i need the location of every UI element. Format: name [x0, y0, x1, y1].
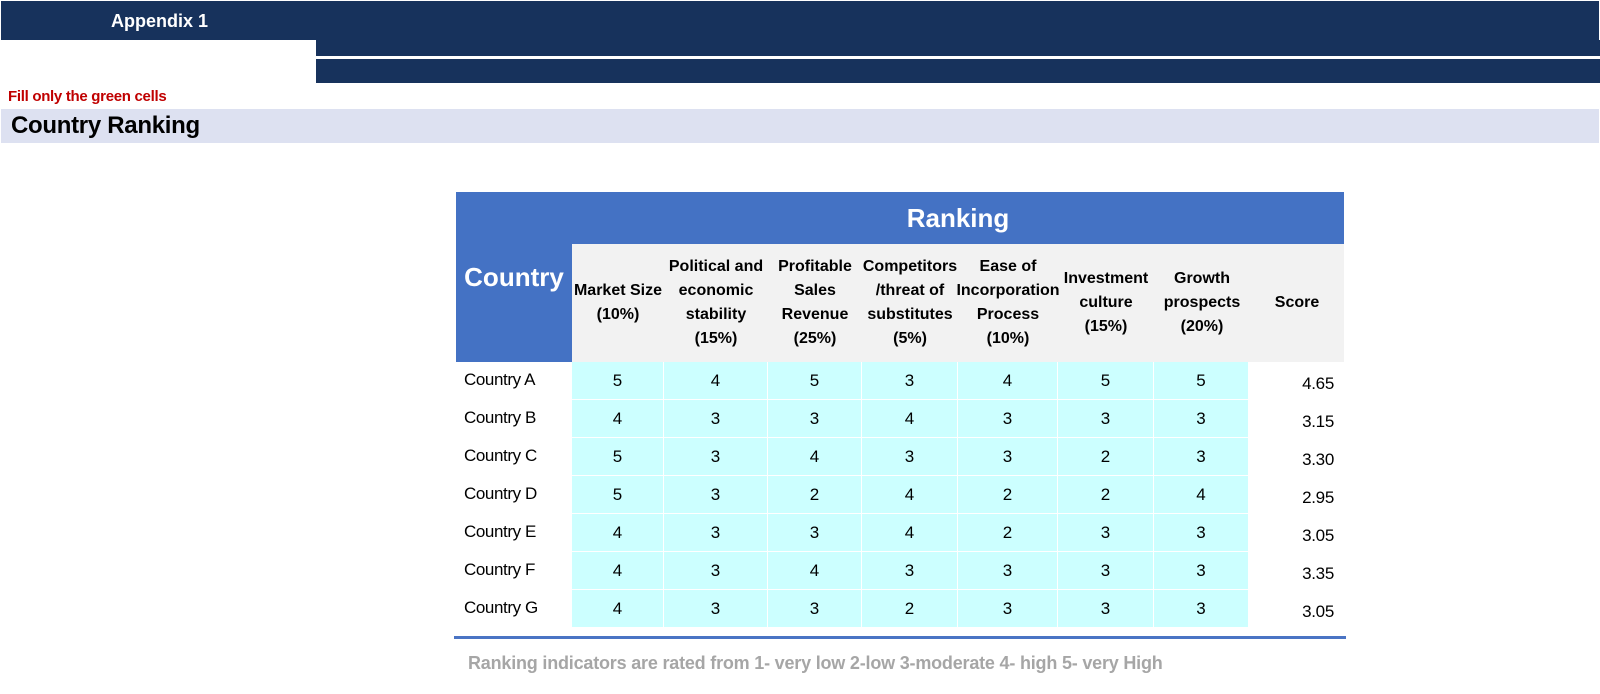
table-row: Country D 5 3 2 4 2 2 4 2.95	[456, 476, 1344, 514]
rating-input-cell[interactable]: 4	[572, 400, 663, 437]
rating-input-cell[interactable]: 4	[862, 400, 957, 437]
column-headers: Market Size (10%) Political and economic…	[572, 244, 1344, 362]
rating-input-cell[interactable]: 5	[572, 362, 663, 399]
rating-input-cell[interactable]: 3	[1154, 400, 1248, 437]
column-header-competitors: Competitors /threat of substitutes (5%)	[862, 258, 958, 347]
score-value: 3.05	[1302, 526, 1334, 545]
table-row: Country F 4 3 4 3 3 3 3 3.35	[456, 552, 1344, 590]
rating-input-cell[interactable]: 3	[1154, 514, 1248, 551]
rating-input-cell[interactable]: 3	[664, 552, 767, 589]
rating-input-cell[interactable]: 3	[768, 514, 861, 551]
rating-input-cell[interactable]: 4	[572, 590, 663, 627]
rating-input-cell[interactable]: 5	[572, 438, 663, 475]
rating-input-cell[interactable]: 3	[664, 476, 767, 513]
rating-input-cell[interactable]: 2	[862, 590, 957, 627]
rating-input-cell[interactable]: 3	[664, 400, 767, 437]
column-header-political-stability: Political and economic stability (15%)	[668, 258, 764, 347]
table-row: Country G 4 3 3 2 3 3 3 3.05	[456, 590, 1344, 628]
rating-input-cell[interactable]: 3	[1154, 438, 1248, 475]
table-bottom-rule	[454, 636, 1346, 639]
rating-input-cell[interactable]: 3	[1154, 552, 1248, 589]
rating-input-cell[interactable]: 3	[958, 400, 1057, 437]
column-header-growth: Growth prospects (20%)	[1163, 270, 1241, 335]
rating-input-cell[interactable]: 2	[768, 476, 861, 513]
decor-band-1	[316, 40, 1600, 58]
rating-input-cell[interactable]: 3	[768, 400, 861, 437]
column-header-incorporation: Ease of Incorporation Process (10%)	[956, 258, 1060, 347]
column-header-score: Score	[1274, 294, 1320, 311]
column-header-investment: Investment culture (15%)	[1063, 270, 1149, 335]
rating-input-cell[interactable]: 4	[862, 476, 957, 513]
rating-input-cell[interactable]: 2	[958, 514, 1057, 551]
country-name: Country E	[464, 522, 536, 541]
country-column-header: Country	[456, 192, 572, 362]
ranking-group-header: Ranking	[572, 192, 1344, 244]
score-value: 3.15	[1302, 412, 1334, 431]
rating-input-cell[interactable]: 3	[664, 438, 767, 475]
rating-input-cell[interactable]: 3	[664, 514, 767, 551]
country-name: Country A	[464, 370, 536, 389]
rating-input-cell[interactable]: 3	[958, 552, 1057, 589]
rating-input-cell[interactable]: 3	[862, 552, 957, 589]
score-value: 2.95	[1302, 488, 1334, 507]
rating-input-cell[interactable]: 3	[862, 438, 957, 475]
country-name: Country D	[464, 484, 537, 503]
rating-input-cell[interactable]: 3	[768, 590, 861, 627]
rating-input-cell[interactable]: 4	[862, 514, 957, 551]
table-row: Country C 5 3 4 3 3 2 3 3.30	[456, 438, 1344, 476]
score-value: 3.05	[1302, 602, 1334, 621]
column-header-sales-revenue: Profitable Sales Revenue (25%)	[778, 258, 852, 347]
rating-input-cell[interactable]: 4	[768, 552, 861, 589]
rating-input-cell[interactable]: 3	[862, 362, 957, 399]
rating-input-cell[interactable]: 2	[1058, 438, 1153, 475]
rating-input-cell[interactable]: 3	[1058, 400, 1153, 437]
rating-input-cell[interactable]: 3	[1058, 552, 1153, 589]
country-name: Country F	[464, 560, 536, 579]
column-header-market-size: Market Size (10%)	[573, 282, 663, 323]
rating-input-cell[interactable]: 3	[1154, 590, 1248, 627]
instruction-note: Fill only the green cells	[8, 88, 167, 105]
rating-input-cell[interactable]: 5	[572, 476, 663, 513]
decor-band-2	[316, 59, 1600, 83]
rating-legend: Ranking indicators are rated from 1- ver…	[468, 653, 1163, 673]
rating-input-cell[interactable]: 3	[1058, 590, 1153, 627]
rating-input-cell[interactable]: 4	[1154, 476, 1248, 513]
rating-input-cell[interactable]: 5	[1058, 362, 1153, 399]
rating-input-cell[interactable]: 3	[958, 590, 1057, 627]
table-row: Country A 5 4 5 3 4 5 5 4.65	[456, 362, 1344, 400]
rating-input-cell[interactable]: 5	[1154, 362, 1248, 399]
table-row: Country E 4 3 3 4 2 3 3 3.05	[456, 514, 1344, 552]
rating-input-cell[interactable]: 4	[664, 362, 767, 399]
rating-input-cell[interactable]: 5	[768, 362, 861, 399]
score-value: 3.30	[1302, 450, 1334, 469]
rating-input-cell[interactable]: 4	[768, 438, 861, 475]
title-band: Appendix 1	[1, 1, 1599, 40]
score-value: 3.35	[1302, 564, 1334, 583]
rating-input-cell[interactable]: 4	[572, 514, 663, 551]
table-row: Country B 4 3 3 4 3 3 3 3.15	[456, 400, 1344, 438]
rating-input-cell[interactable]: 4	[958, 362, 1057, 399]
section-header: Country Ranking	[1, 109, 1599, 143]
country-name: Country C	[464, 446, 537, 465]
rating-input-cell[interactable]: 3	[664, 590, 767, 627]
appendix-title: Appendix 1	[111, 11, 209, 31]
rating-input-cell[interactable]: 2	[1058, 476, 1153, 513]
section-title: Country Ranking	[11, 112, 200, 139]
score-value: 4.65	[1302, 374, 1334, 393]
country-name: Country B	[464, 408, 536, 427]
country-name: Country G	[464, 598, 538, 617]
rating-input-cell[interactable]: 2	[958, 476, 1057, 513]
rating-input-cell[interactable]: 3	[958, 438, 1057, 475]
rating-input-cell[interactable]: 4	[572, 552, 663, 589]
rating-input-cell[interactable]: 3	[1058, 514, 1153, 551]
